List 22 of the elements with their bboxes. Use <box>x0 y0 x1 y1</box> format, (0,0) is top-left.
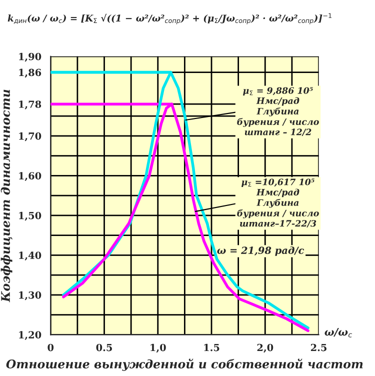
y-tick-label: 1,50 <box>19 212 42 221</box>
y-tick-label: 1,90 <box>19 52 42 62</box>
x-axis-title: Отношение вынужденной и собственной частот <box>6 358 363 371</box>
y-axis-title: Коэффициент динамичности <box>0 90 12 302</box>
y-tick-label: 1,20 <box>19 331 42 340</box>
x-tick-label: 0 <box>48 344 54 352</box>
text: ω/ω$_{c}$ <box>324 328 352 338</box>
annotation: ω = 21,98 рад/с <box>217 246 304 256</box>
x-tick-label: 2,0 <box>257 344 274 353</box>
x-tick-label: 0.5 <box>96 344 112 352</box>
y-tick-label: 1,30 <box>19 291 42 300</box>
x-tick-label: 2.5 <box>310 344 326 352</box>
x-tick-label: 1,0 <box>150 344 166 353</box>
annotation: μ$_{Σ}$ =10,617 10⁵ Нмс/рад Глубина бурения / число штанг–17-22/3 <box>237 178 319 228</box>
text: k$_{дин}$(ω / ω$_{c}$) = [K$_{Σ}$ √((1 − ω²/ω²$_{сопр}$)² + (μ$_{Σ}$/Jω$_{сопр}$)² · ω²/ω²$_{сопр}$)]$^{−1}$ <box>8 13 332 24</box>
x-tick-label: 1.5 <box>204 344 220 352</box>
y-tick-label: 1,40 <box>19 252 42 260</box>
y-tick-label: 1,78 <box>19 100 42 110</box>
annotation: μ$_{Σ}$ = 9,886 10⁵ Нмс/рад Глубина бурения / число штанг – 12/2 <box>237 87 319 136</box>
y-tick-label: 1,60 <box>19 172 42 181</box>
y-tick-label: 1,70 <box>19 132 42 142</box>
y-tick-label: 1,86 <box>19 68 42 78</box>
